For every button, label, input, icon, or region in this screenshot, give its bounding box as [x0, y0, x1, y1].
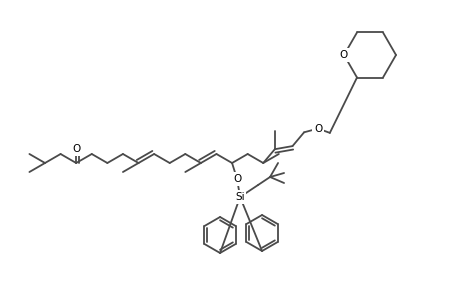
- Text: Si: Si: [235, 192, 244, 202]
- Text: O: O: [313, 124, 321, 134]
- Text: O: O: [339, 50, 347, 60]
- Text: O: O: [72, 144, 80, 154]
- Text: O: O: [232, 174, 241, 184]
